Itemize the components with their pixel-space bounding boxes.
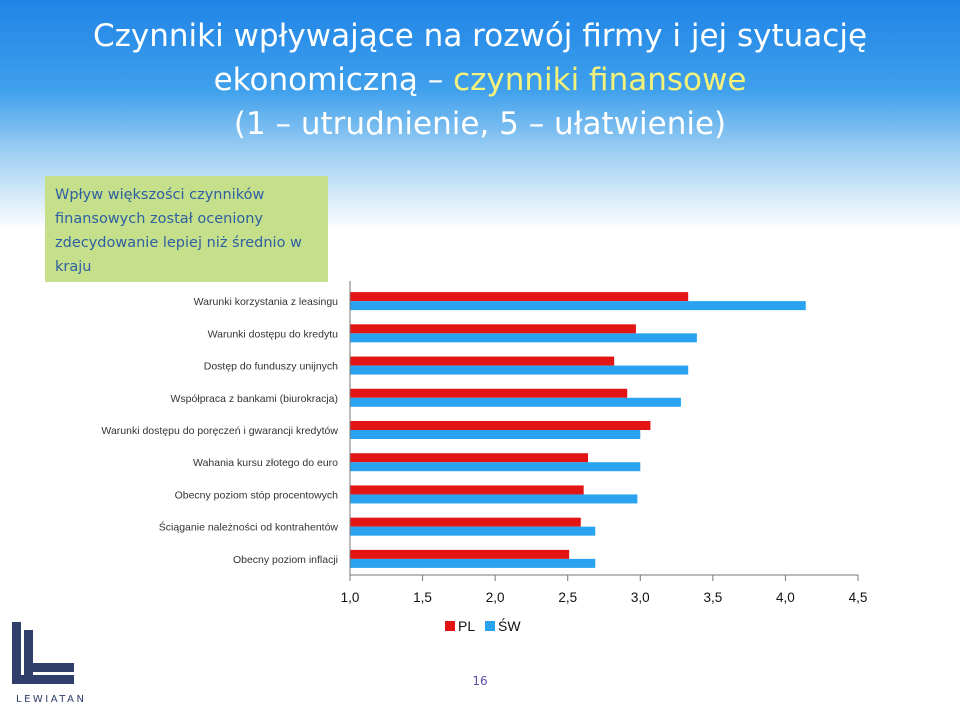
category-label: Ściąganie należności od kontrahentów	[159, 521, 339, 534]
bar-sw	[350, 526, 596, 536]
bar-sw	[350, 365, 689, 375]
x-tick-label: 4,0	[776, 590, 795, 605]
logo-text: LEWIATAN	[16, 694, 87, 705]
bar-sw	[350, 462, 641, 472]
category-label: Dostęp do funduszy unijnych	[204, 361, 338, 373]
category-label: Obecny poziom stóp procentowych	[175, 489, 339, 501]
title-line-2: ekonomiczną – czynniki finansowe	[0, 58, 960, 102]
bar-pl	[350, 388, 628, 398]
x-tick-label: 4,5	[849, 590, 868, 605]
legend-label-pl: PL	[458, 618, 475, 634]
bar-pl	[350, 549, 570, 559]
bar-sw	[350, 333, 697, 343]
legend-label-sw: ŚW	[498, 617, 521, 634]
category-label: Warunki korzystania z leasingu	[194, 296, 338, 308]
bar-sw	[350, 558, 596, 568]
bar-pl	[350, 453, 589, 463]
bar-pl	[350, 356, 615, 366]
x-tick-label: 2,0	[486, 590, 505, 605]
title-line-1: Czynniki wpływające na rozwój firmy i je…	[92, 18, 868, 54]
bar-sw	[350, 430, 641, 439]
category-label: Warunki dostępu do kredytu	[208, 328, 339, 340]
legend-swatch-sw	[485, 621, 495, 631]
x-tick-label: 3,0	[631, 590, 650, 605]
legend-swatch-pl	[445, 621, 455, 631]
category-label: Współpraca z bankami (biurokracja)	[171, 393, 338, 405]
bar-pl	[350, 421, 651, 430]
page-number: 16	[472, 674, 488, 688]
category-label: Wahania kursu złotego do euro	[193, 457, 338, 469]
slide-title: Czynniki wpływające na rozwój firmy i je…	[0, 14, 960, 146]
x-tick-label: 1,0	[341, 590, 360, 605]
title-line-3: (1 – utrudnienie, 5 – ułatwienie)	[233, 106, 727, 142]
x-tick-label: 3,5	[703, 590, 722, 605]
title-line-2-main: ekonomiczną –	[213, 62, 454, 98]
category-label: Warunki dostępu do poręczeń i gwarancji …	[101, 425, 338, 437]
bar-pl	[350, 292, 689, 302]
bar-pl	[350, 517, 581, 527]
category-label: Obecny poziom inflacji	[233, 554, 338, 566]
bar-sw	[350, 397, 681, 407]
title-highlight: czynniki finansowe	[453, 62, 747, 98]
x-tick-label: 1,5	[413, 590, 432, 605]
bar-sw	[350, 301, 806, 311]
bar-pl	[350, 485, 584, 495]
lewiatan-logo-icon	[12, 622, 74, 684]
bar-sw	[350, 494, 638, 504]
x-tick-label: 2,5	[558, 590, 577, 605]
callout-box: Wpływ większości czynników finansowych z…	[45, 176, 328, 282]
bar-pl	[350, 324, 636, 334]
